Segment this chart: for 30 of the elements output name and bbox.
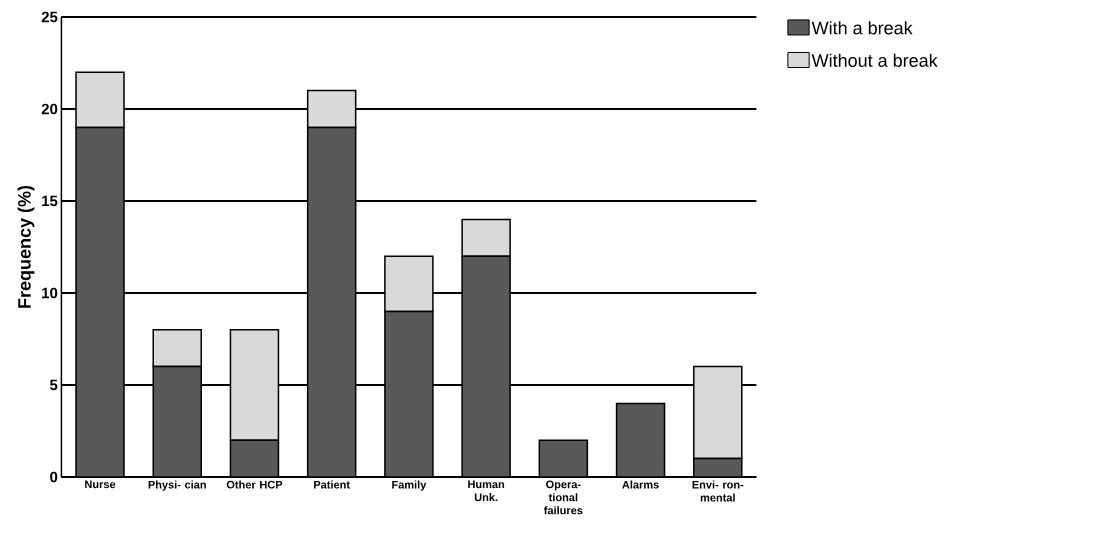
bar: [307, 127, 356, 477]
bar: [462, 256, 511, 477]
bar: [229, 329, 280, 441]
legend-label: Without a break: [811, 53, 938, 67]
bar: [384, 255, 434, 313]
bar: [539, 440, 588, 477]
x-tick-label: Human Unk.: [468, 480, 505, 502]
x-tick-label: Physi- cian: [148, 480, 206, 491]
bar: [76, 127, 125, 477]
y-tick-label: 15: [42, 195, 58, 207]
y-tick-label: 5: [50, 379, 58, 391]
bar: [461, 218, 511, 257]
bar: [230, 440, 279, 477]
x-tick-label: Family: [392, 480, 427, 491]
x-tick-label: Envi- ron- mental: [692, 480, 744, 502]
x-tick-label: Other HCP: [226, 480, 283, 489]
bar: [616, 403, 665, 477]
y-axis-title: Frequency (%): [17, 185, 35, 308]
bar: [384, 311, 433, 477]
x-tick-label: Patient: [314, 480, 350, 489]
bar: [152, 329, 202, 368]
bar: [153, 366, 202, 477]
y-tick-label: 20: [41, 103, 58, 115]
x-tick-label: Opera- tional failures: [543, 480, 583, 515]
y-tick-label: 25: [41, 11, 58, 23]
legend-label: With a break: [811, 21, 913, 35]
y-tick-label: 0: [50, 471, 58, 483]
y-tick-label: 10: [42, 287, 58, 299]
x-tick-label: Alarms: [622, 480, 659, 489]
x-tick-label: Nurse: [85, 480, 116, 489]
